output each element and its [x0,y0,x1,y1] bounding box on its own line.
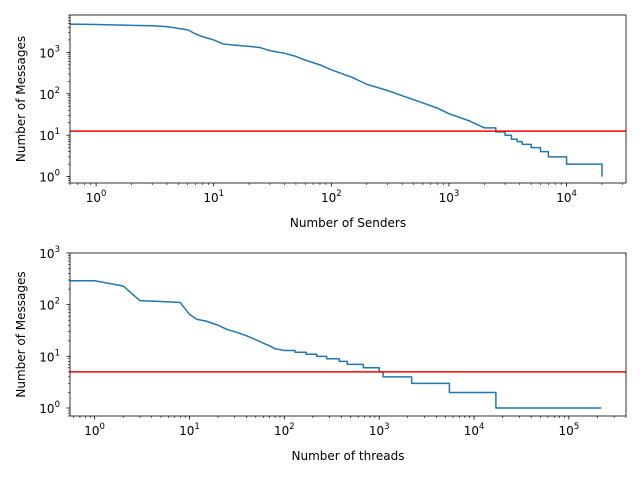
tick-exponent: 2 [289,422,294,432]
y-tick-label: 102 [39,297,60,313]
x-axis-label: Number of Senders [290,216,406,230]
tick-exponent: 3 [55,44,60,54]
tick-base: 10 [39,402,54,416]
tick-exponent: 2 [336,189,341,199]
tick-base: 10 [559,424,574,438]
tick-base: 10 [39,88,54,102]
tick-base: 10 [39,171,54,185]
tick-exponent: 0 [55,169,60,179]
x-tick-label: 101 [179,422,200,438]
tick-exponent: 3 [55,245,60,255]
x-tick-label: 102 [274,422,295,438]
y-tick-label: 101 [39,348,60,364]
x-tick-label: 104 [464,422,485,438]
y-axis-label: Number of Messages [14,271,28,397]
tick-exponent: 0 [101,189,106,199]
tick-exponent: 3 [454,189,459,199]
y-axis-label: Number of Messages [14,36,28,162]
x-tick-label: 103 [439,189,460,205]
tick-base: 10 [39,247,54,261]
y-tick-label: 100 [39,169,60,185]
tick-base: 10 [369,424,384,438]
x-axis-label: Number of threads [292,449,405,463]
tick-exponent: 5 [574,422,579,432]
x-tick-label: 101 [203,189,224,205]
tick-exponent: 2 [55,86,60,96]
tick-exponent: 4 [479,422,484,432]
tick-exponent: 4 [572,189,577,199]
series-line [70,280,602,409]
y-tick-label: 102 [39,86,60,102]
tick-exponent: 1 [55,348,60,358]
x-tick-label: 104 [556,189,577,205]
tick-exponent: 1 [219,189,224,199]
x-tick-label: 100 [84,422,105,438]
tick-base: 10 [39,129,54,143]
tick-base: 10 [464,424,479,438]
tick-exponent: 3 [384,422,389,432]
tick-base: 10 [39,46,54,60]
axes-frame [69,14,627,184]
x-tick-label: 102 [321,189,342,205]
y-tick-label: 100 [39,400,60,416]
x-tick-label: 105 [559,422,580,438]
tick-base: 10 [84,424,99,438]
tick-base: 10 [39,350,54,364]
tick-base: 10 [274,424,289,438]
x-tick-label: 103 [369,422,390,438]
axes-frame [69,252,627,417]
tick-base: 10 [203,191,218,205]
y-tick-label: 103 [39,245,60,261]
tick-base: 10 [39,299,54,313]
y-tick-label: 103 [39,44,60,60]
tick-exponent: 1 [55,127,60,137]
tick-base: 10 [439,191,454,205]
tick-base: 10 [556,191,571,205]
tick-exponent: 1 [194,422,199,432]
tick-exponent: 0 [55,400,60,410]
tick-base: 10 [86,191,101,205]
tick-exponent: 0 [100,422,105,432]
tick-base: 10 [321,191,336,205]
x-tick-label: 100 [86,189,107,205]
tick-base: 10 [179,424,194,438]
y-tick-label: 101 [39,127,60,143]
tick-exponent: 2 [55,297,60,307]
series-line [70,23,603,177]
